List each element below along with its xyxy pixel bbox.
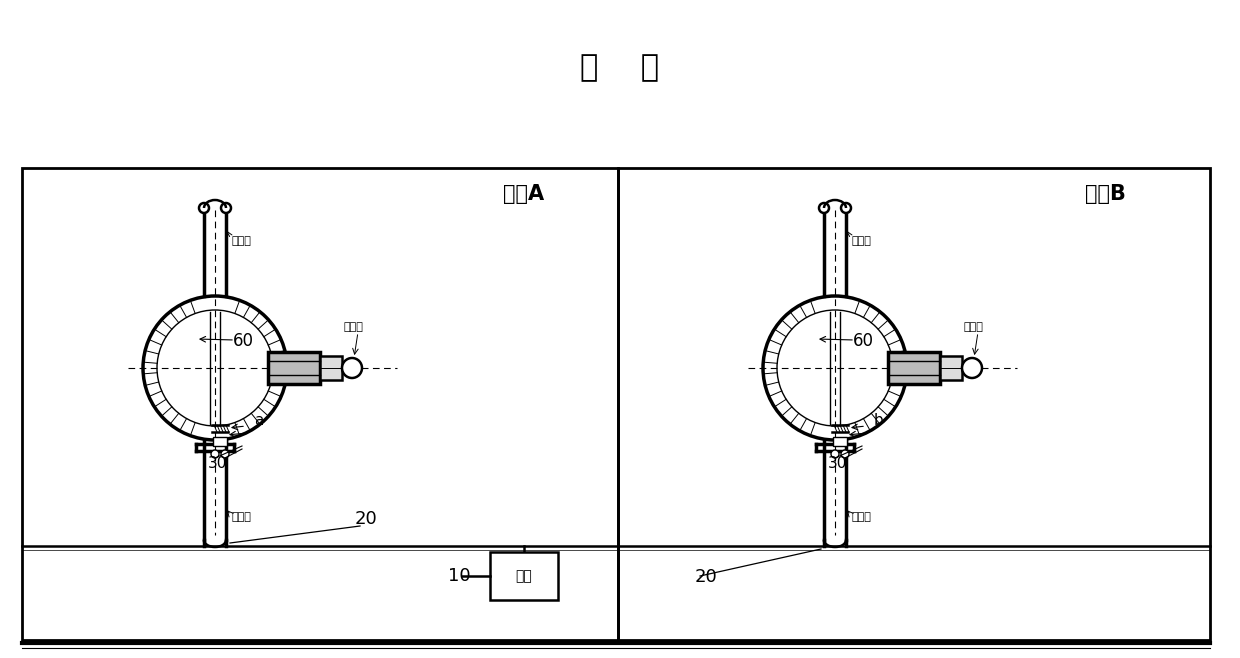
Text: 20: 20 (694, 568, 718, 586)
Text: 60: 60 (853, 332, 874, 350)
Circle shape (221, 203, 231, 213)
Bar (833, 437, 847, 446)
Text: 行排管: 行排管 (343, 322, 363, 332)
Circle shape (221, 450, 229, 458)
Bar (618, 168, 1210, 640)
Circle shape (962, 358, 982, 378)
Circle shape (342, 358, 362, 378)
Circle shape (157, 310, 273, 426)
Text: 20: 20 (355, 510, 378, 528)
Text: 小区A: 小区A (503, 184, 544, 204)
Text: 出水管: 出水管 (851, 512, 870, 522)
Text: 30: 30 (208, 456, 227, 471)
Text: 气站: 气站 (516, 569, 532, 583)
Text: a: a (254, 413, 263, 428)
Bar (320, 356, 342, 380)
Circle shape (198, 203, 210, 213)
Text: b: b (874, 413, 884, 428)
Bar (22, 168, 618, 640)
Text: 30: 30 (828, 456, 847, 471)
Text: 进水管: 进水管 (231, 236, 250, 246)
Circle shape (211, 450, 219, 458)
Bar (268, 352, 320, 384)
Circle shape (777, 310, 893, 426)
Text: 小区B: 小区B (1085, 184, 1126, 204)
Circle shape (831, 450, 839, 458)
Text: 道    路: 道 路 (580, 53, 660, 82)
Circle shape (841, 203, 851, 213)
Text: 进水管: 进水管 (851, 236, 870, 246)
Text: 60: 60 (233, 332, 254, 350)
Text: 出水管: 出水管 (231, 512, 250, 522)
Circle shape (818, 203, 830, 213)
Bar (888, 352, 940, 384)
Bar (940, 356, 962, 380)
Bar (490, 552, 558, 600)
Text: 10: 10 (448, 567, 471, 585)
Bar (213, 437, 227, 446)
Text: 行排管: 行排管 (963, 322, 983, 332)
Circle shape (841, 450, 849, 458)
